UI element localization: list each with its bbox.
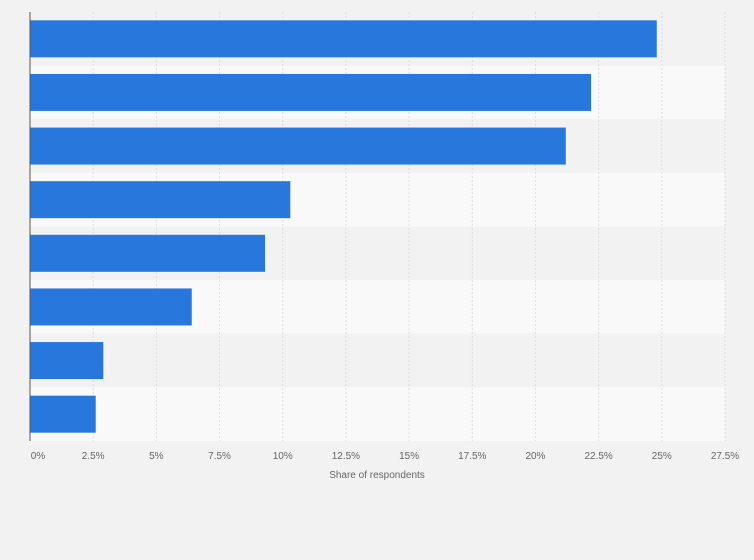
bar[interactable] bbox=[30, 234, 266, 272]
bar[interactable] bbox=[30, 73, 592, 111]
bar[interactable] bbox=[30, 395, 96, 433]
x-tick-label: 27.5% bbox=[711, 451, 739, 462]
x-tick-label: 22.5% bbox=[584, 451, 612, 462]
x-tick-label: 25% bbox=[652, 451, 672, 462]
x-tick-label: 17.5% bbox=[458, 451, 486, 462]
row-band bbox=[30, 333, 725, 388]
x-tick-label: 0% bbox=[31, 451, 46, 462]
x-tick-label: 20% bbox=[525, 451, 545, 462]
x-tick-label: 10% bbox=[273, 451, 293, 462]
x-axis-title: Share of respondents bbox=[329, 470, 425, 481]
bar[interactable] bbox=[30, 342, 104, 380]
x-tick-label: 7.5% bbox=[208, 451, 231, 462]
bar[interactable] bbox=[30, 20, 657, 58]
x-tick-label: 2.5% bbox=[82, 451, 105, 462]
x-tick-label: 12.5% bbox=[332, 451, 360, 462]
row-band bbox=[30, 387, 725, 441]
bar[interactable] bbox=[30, 127, 566, 165]
x-tick-label: 5% bbox=[149, 451, 164, 462]
bars bbox=[30, 20, 657, 433]
x-tick-labels: 0% 2.5% 5% 7.5% 10% 12.5% 15% 17.5% 20% 22.5% 25% 2… bbox=[31, 451, 740, 462]
bar[interactable] bbox=[30, 288, 192, 326]
x-tick-label: 15% bbox=[399, 451, 419, 462]
bar[interactable] bbox=[30, 181, 291, 219]
